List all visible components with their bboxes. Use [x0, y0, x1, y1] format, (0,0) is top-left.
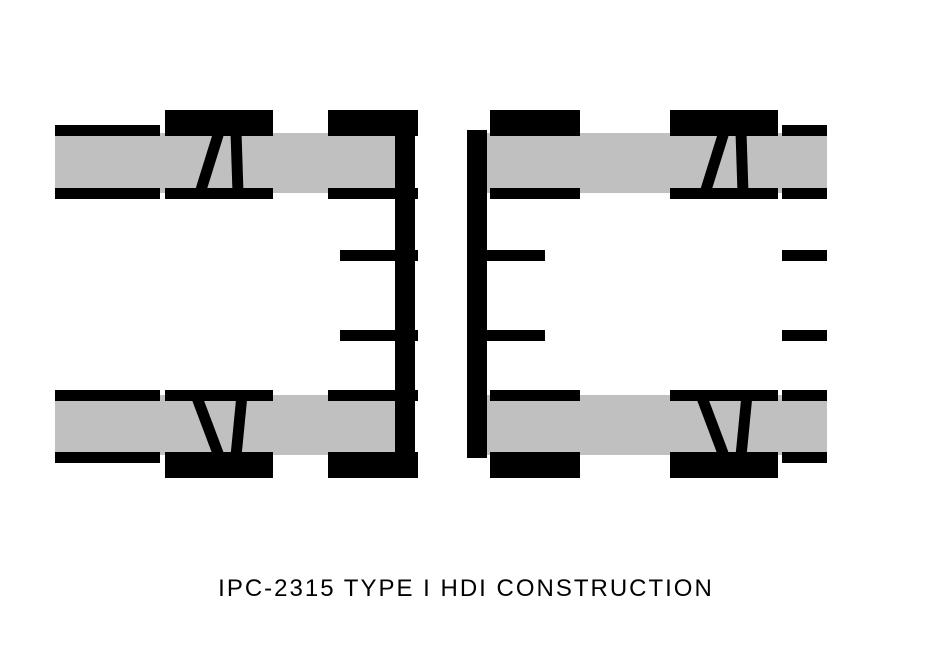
copper-trace — [490, 390, 580, 401]
plated-via-wall — [395, 130, 415, 458]
copper-trace — [782, 188, 827, 199]
copper-trace — [782, 452, 827, 463]
copper-trace — [328, 452, 418, 478]
microvia-wall — [236, 132, 238, 193]
copper-trace — [55, 390, 160, 401]
copper-trace — [328, 110, 418, 136]
microvia-wall — [741, 395, 747, 456]
prepreg-band — [467, 395, 827, 455]
copper-trace — [782, 330, 827, 341]
plated-via-wall — [467, 130, 487, 458]
copper-trace — [340, 250, 418, 261]
microvia-wall — [741, 132, 743, 193]
copper-trace — [328, 188, 418, 199]
copper-trace — [490, 452, 580, 478]
copper-trace — [165, 188, 273, 199]
copper-trace — [165, 390, 273, 401]
copper-trace — [467, 250, 545, 261]
copper-trace — [55, 188, 160, 199]
copper-trace — [340, 330, 418, 341]
microvia-wall — [236, 395, 242, 456]
figure-caption: IPC-2315 TYPE I HDI CONSTRUCTION — [0, 575, 932, 603]
copper-trace — [490, 188, 580, 199]
cross-section-svg — [0, 0, 932, 668]
copper-trace — [328, 390, 418, 401]
copper-trace — [55, 125, 160, 136]
copper-trace — [782, 390, 827, 401]
copper-trace — [670, 390, 778, 401]
copper-trace — [782, 125, 827, 136]
copper-trace — [670, 188, 778, 199]
copper-trace — [490, 110, 580, 136]
copper-trace — [467, 330, 545, 341]
diagram-canvas: IPC-2315 TYPE I HDI CONSTRUCTION — [0, 0, 932, 668]
copper-trace — [782, 250, 827, 261]
prepreg-band — [467, 133, 827, 193]
copper-trace — [55, 452, 160, 463]
